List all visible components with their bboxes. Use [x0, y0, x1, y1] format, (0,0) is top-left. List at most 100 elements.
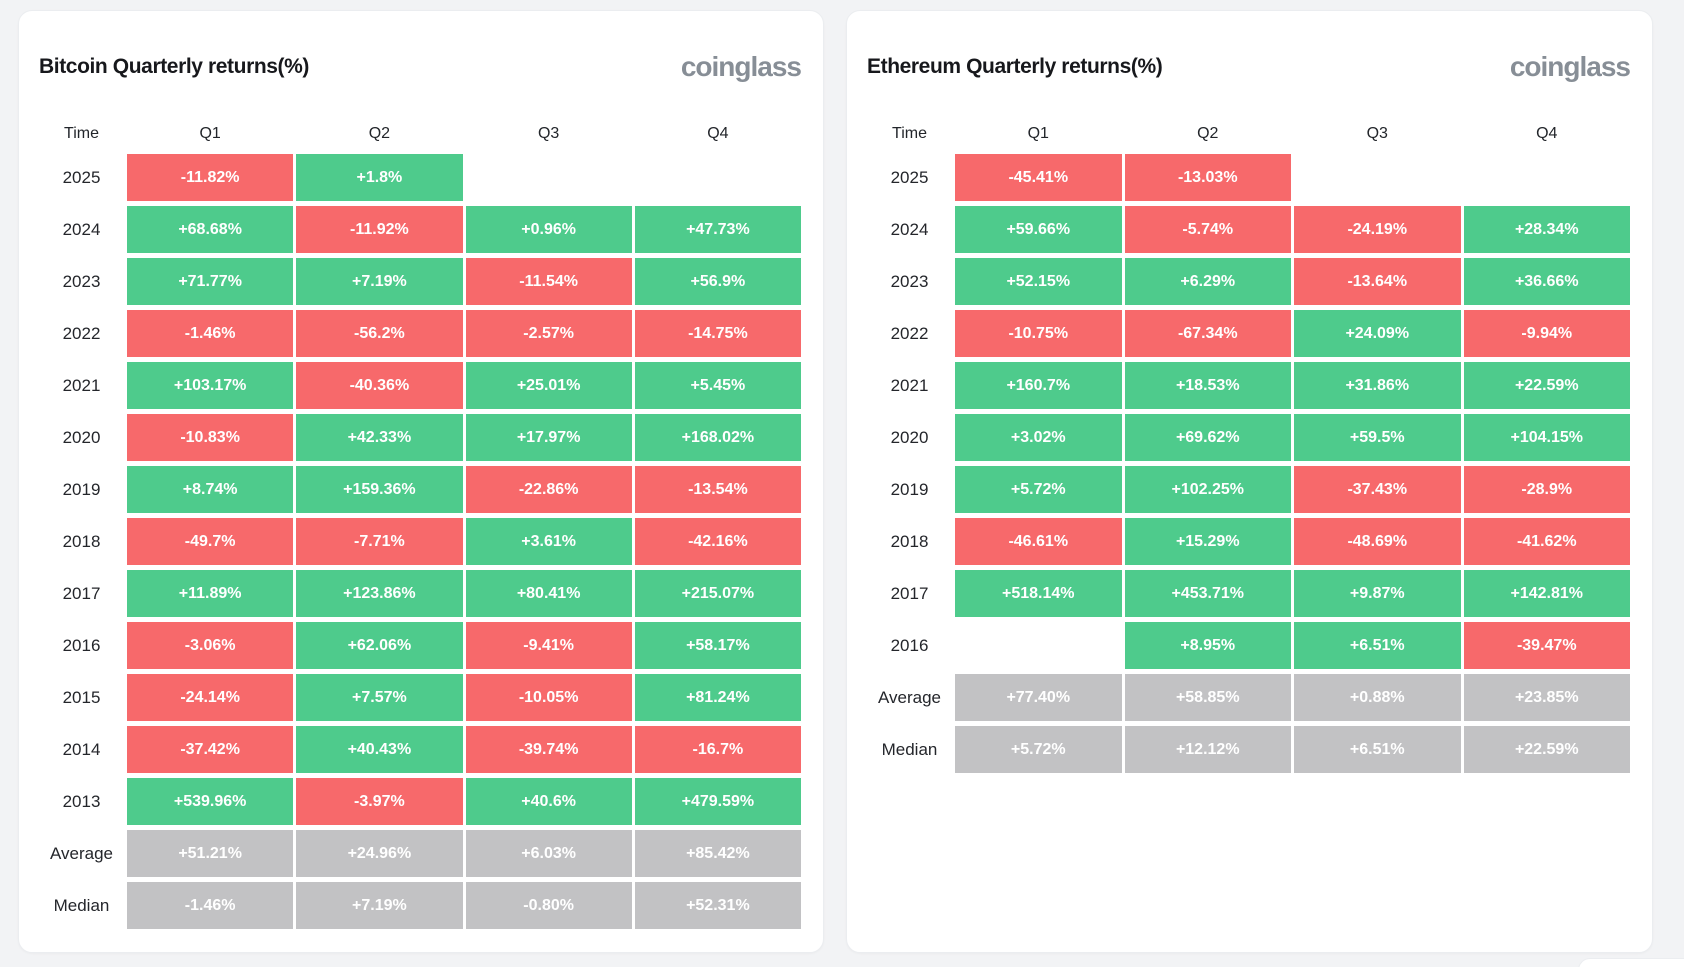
column-header-q2: Q2: [1197, 125, 1219, 142]
column-header-q2: Q2: [368, 125, 391, 142]
empty-cell: [466, 154, 632, 201]
return-cell: +5.72%: [955, 726, 1122, 773]
row-label-2018: 2018: [890, 532, 929, 551]
return-cell: +42.33%: [296, 414, 463, 461]
return-cell: -49.7%: [127, 518, 294, 565]
return-cell: -3.06%: [127, 622, 294, 669]
return-cell: -1.46%: [127, 882, 294, 929]
return-cell: +102.25%: [1124, 466, 1291, 513]
row-label-2015: 2015: [62, 688, 101, 707]
return-cell: +40.6%: [465, 778, 632, 825]
column-header-time: Time: [64, 125, 99, 142]
return-cell: +15.29%: [1124, 518, 1291, 565]
return-cell: +24.96%: [296, 830, 463, 877]
column-header-q3: Q3: [537, 125, 560, 142]
return-cell: -46.61%: [955, 518, 1122, 565]
return-cell: +36.66%: [1463, 258, 1630, 305]
return-cell: +56.9%: [634, 258, 801, 305]
empty-cell: [955, 622, 1122, 669]
return-cell: +85.42%: [634, 830, 801, 877]
return-cell: -13.54%: [634, 466, 801, 513]
row-label-2017: 2017: [62, 584, 101, 603]
return-cell: +23.85%: [1463, 674, 1630, 721]
ethereum-returns-card: Ethereum Quarterly returns(%) coinglass …: [846, 10, 1653, 953]
coinglass-logo: coinglass: [680, 51, 802, 82]
empty-cell: [1294, 154, 1461, 201]
row-label-2023: 2023: [890, 272, 929, 291]
return-cell: -9.41%: [465, 622, 632, 669]
row-label-2021: 2021: [890, 376, 929, 395]
return-cell: +22.59%: [1463, 726, 1630, 773]
return-cell: +453.71%: [1124, 570, 1291, 617]
row-label-2022: 2022: [890, 324, 929, 343]
row-label-median: Median: [881, 740, 938, 759]
return-cell: -67.34%: [1124, 310, 1291, 357]
return-cell: +1.8%: [296, 154, 463, 201]
return-cell: -0.80%: [465, 882, 632, 929]
row-label-2013: 2013: [62, 792, 101, 811]
return-cell: -2.57%: [465, 310, 632, 357]
column-header-q4: Q4: [1536, 125, 1558, 142]
return-cell: +31.86%: [1294, 362, 1461, 409]
return-cell: +8.95%: [1124, 622, 1291, 669]
return-cell: -10.75%: [955, 310, 1122, 357]
return-cell: -48.69%: [1294, 518, 1461, 565]
return-cell: +3.61%: [465, 518, 632, 565]
return-cell: +5.72%: [955, 466, 1122, 513]
return-cell: +7.19%: [296, 882, 463, 929]
return-cell: +25.01%: [465, 362, 632, 409]
row-label-2019: 2019: [890, 480, 929, 499]
row-label-2022: 2022: [62, 324, 101, 343]
return-cell: +58.17%: [634, 622, 801, 669]
row-label-2025: 2025: [62, 168, 101, 187]
return-cell: +12.12%: [1124, 726, 1291, 773]
return-cell: -56.2%: [296, 310, 463, 357]
row-label-2020: 2020: [890, 428, 929, 447]
return-cell: +22.59%: [1463, 362, 1630, 409]
return-cell: +6.03%: [465, 830, 632, 877]
row-label-2021: 2021: [62, 376, 101, 395]
return-cell: +539.96%: [127, 778, 294, 825]
return-cell: -40.36%: [296, 362, 463, 409]
return-cell: -16.7%: [634, 726, 801, 773]
return-cell: +51.21%: [127, 830, 294, 877]
return-cell: -11.82%: [127, 154, 294, 201]
return-cell: -28.9%: [1463, 466, 1630, 513]
column-header-q1: Q1: [199, 125, 221, 142]
return-cell: +142.81%: [1463, 570, 1630, 617]
row-label-2018: 2018: [62, 532, 101, 551]
return-cell: -37.43%: [1294, 466, 1461, 513]
row-label-2024: 2024: [62, 220, 101, 239]
return-cell: +3.02%: [955, 414, 1122, 461]
page-title: Ethereum Quarterly returns(%): [867, 55, 1163, 78]
return-cell: +18.53%: [1124, 362, 1291, 409]
return-cell: +6.29%: [1124, 258, 1291, 305]
row-label-average: Average: [877, 688, 941, 707]
row-label-2025: 2025: [890, 168, 929, 187]
return-cell: +9.87%: [1294, 570, 1461, 617]
column-header-q1: Q1: [1027, 125, 1049, 142]
return-cell: -7.71%: [296, 518, 463, 565]
row-label-2016: 2016: [890, 636, 929, 655]
return-cell: +479.59%: [634, 778, 801, 825]
return-cell: +159.36%: [296, 466, 463, 513]
return-cell: +80.41%: [465, 570, 632, 617]
return-cell: +123.86%: [296, 570, 463, 617]
return-cell: -3.97%: [296, 778, 463, 825]
return-cell: +24.09%: [1294, 310, 1461, 357]
row-label-median: Median: [53, 896, 110, 915]
row-label-2017: 2017: [890, 584, 929, 603]
return-cell: -9.94%: [1463, 310, 1630, 357]
return-cell: +28.34%: [1463, 206, 1630, 253]
return-cell: -10.83%: [127, 414, 294, 461]
return-cell: +81.24%: [634, 674, 801, 721]
return-cell: +6.51%: [1294, 622, 1461, 669]
bitcoin-returns-table: Time Q1 Q2 Q3 Q4 2025 -11.82% +1.8% 2024 +68.68% -…: [39, 119, 801, 929]
card-header: Ethereum Quarterly returns(%) coinglass: [867, 51, 1631, 83]
return-cell: -13.03%: [1124, 154, 1291, 201]
return-cell: +7.57%: [296, 674, 463, 721]
return-cell: +0.88%: [1294, 674, 1461, 721]
return-cell: +168.02%: [634, 414, 801, 461]
row-label-average: Average: [49, 844, 113, 863]
return-cell: +71.77%: [127, 258, 294, 305]
